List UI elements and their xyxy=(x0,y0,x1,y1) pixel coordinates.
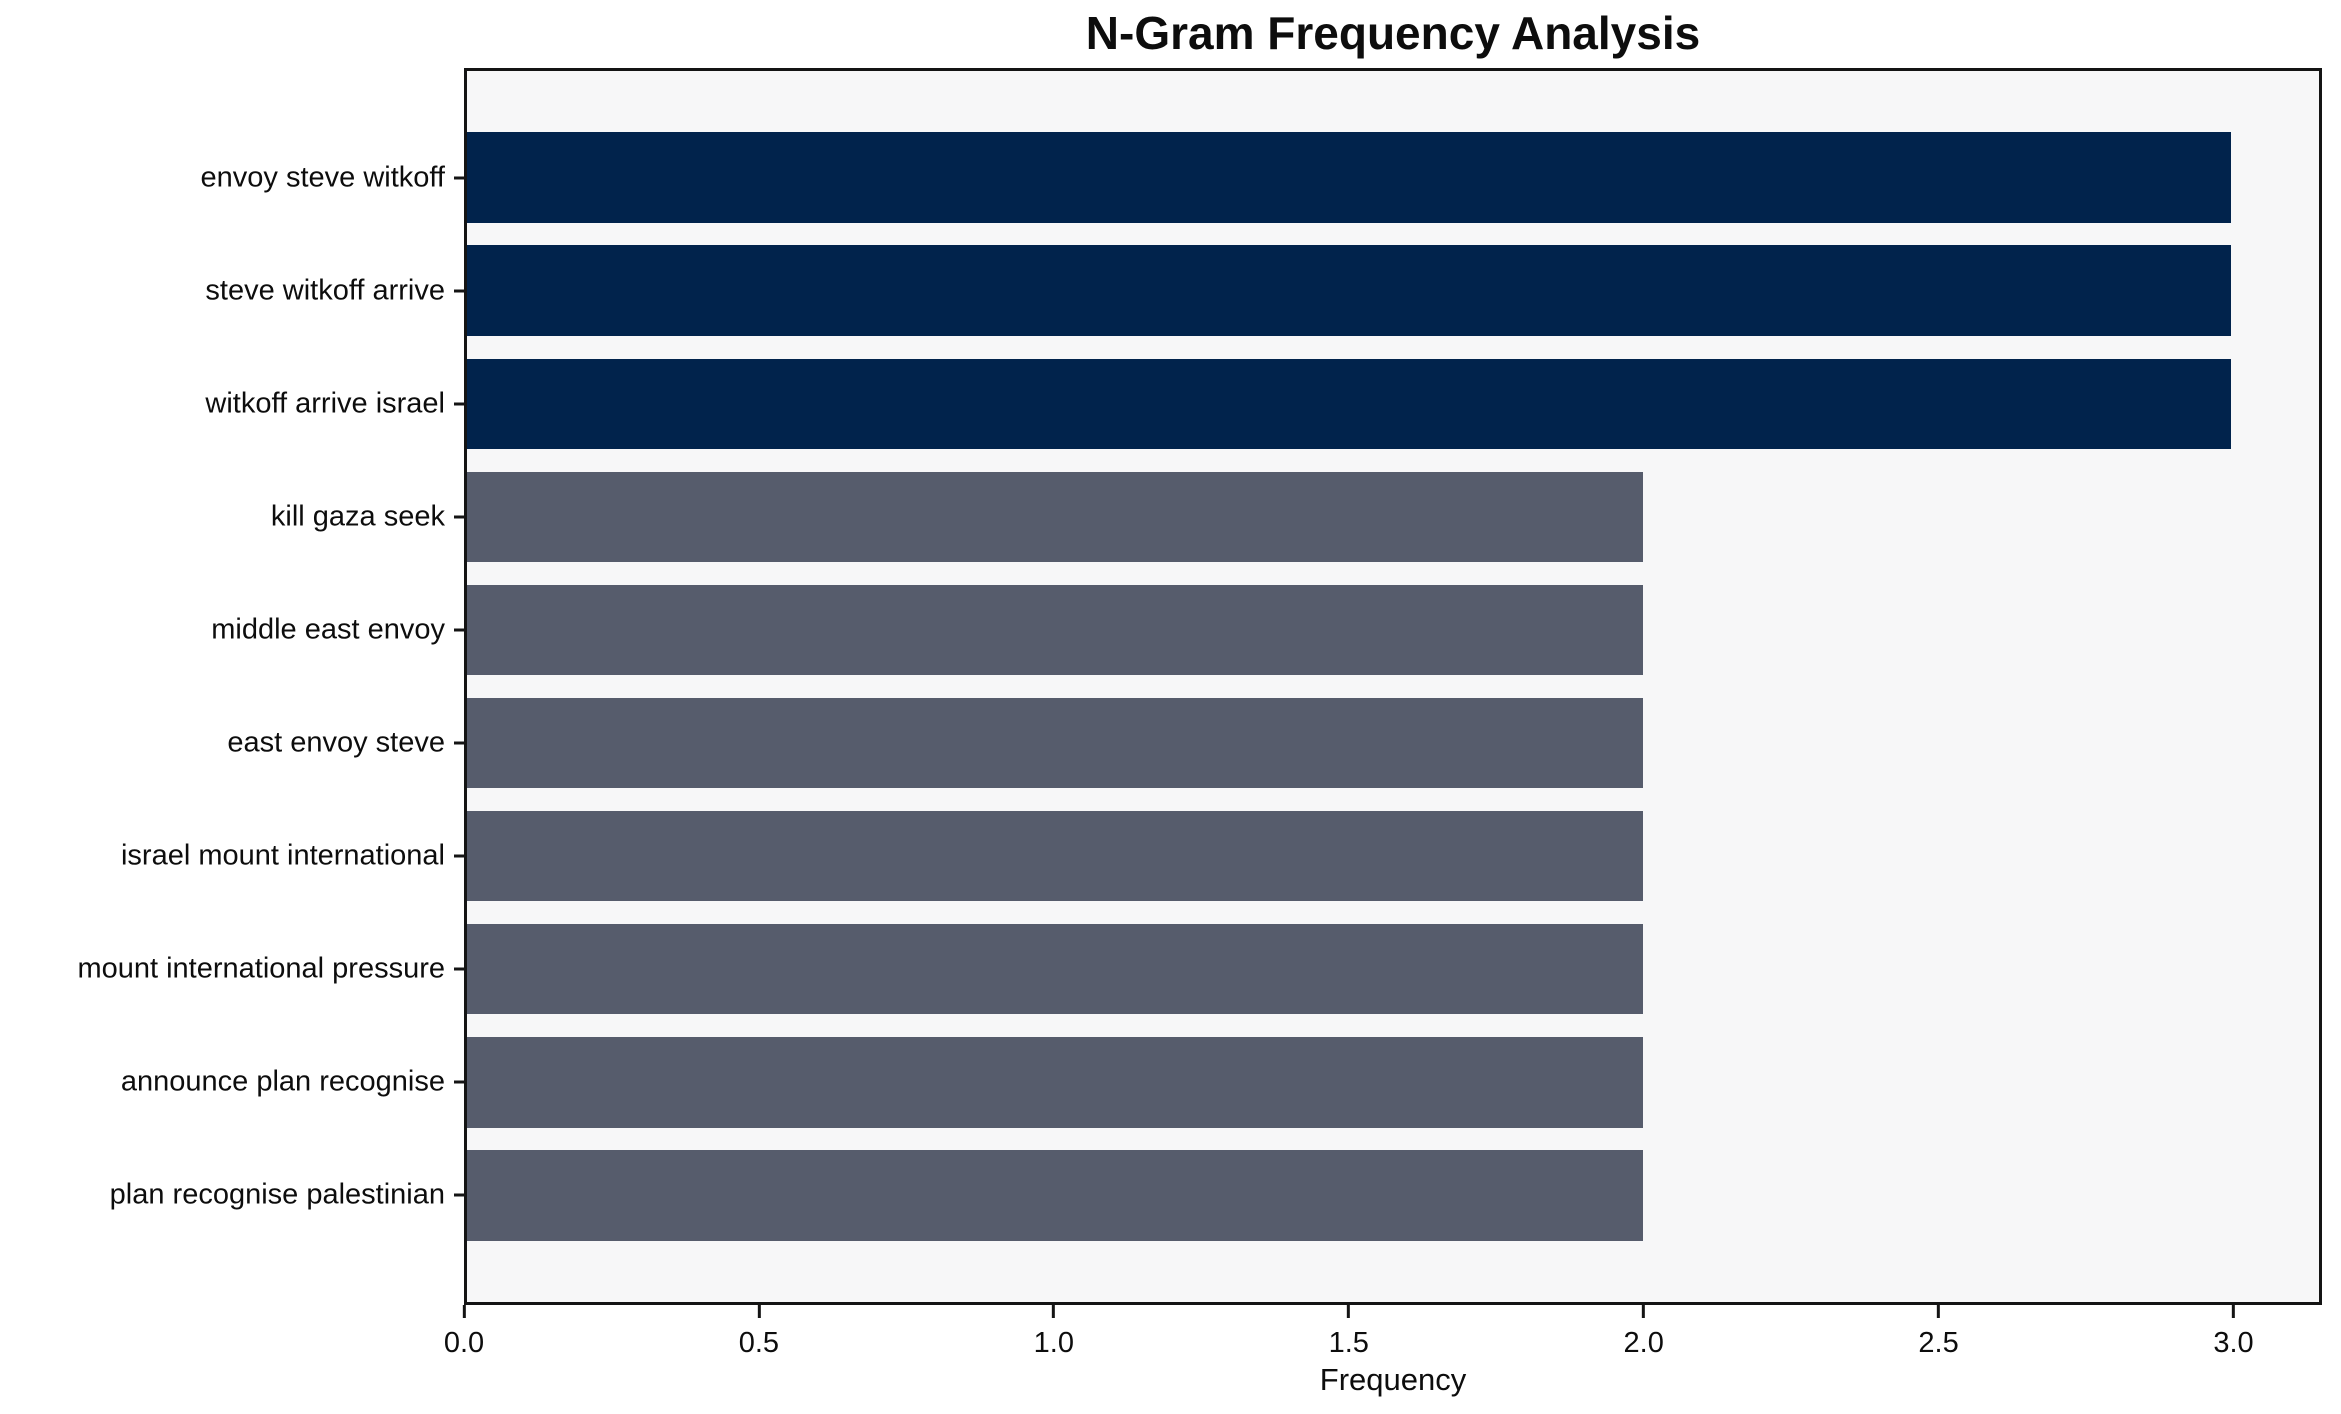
y-tick-mark xyxy=(454,176,467,180)
x-tick-label: 3.0 xyxy=(2213,1327,2254,1359)
bar xyxy=(467,245,2231,336)
y-tick-mark xyxy=(454,854,467,858)
bar-row: mount international pressure xyxy=(77,913,2319,1026)
x-tick: 1.5 xyxy=(1329,1305,1369,1360)
y-tick-label: announce plan recognise xyxy=(120,1065,445,1098)
x-tick-label: 1.0 xyxy=(1033,1327,1074,1359)
bars-container: envoy steve witkoff steve witkoff arrive w… xyxy=(77,121,2319,1252)
y-tick-label: israel mount international xyxy=(120,839,445,872)
bar xyxy=(467,584,1643,676)
chart-title: N-Gram Frequency Analysis xyxy=(1085,7,1701,59)
x-tick: 0.5 xyxy=(739,1305,779,1360)
bar-row: envoy steve witkoff xyxy=(201,121,2319,234)
x-tick-label: 0.0 xyxy=(443,1327,485,1359)
x-tick-mark xyxy=(1347,1305,1351,1318)
y-tick-label: mount international pressure xyxy=(77,952,445,985)
x-tick-mark xyxy=(2232,1305,2236,1318)
bar-row: plan recognise palestinian xyxy=(110,1139,2319,1252)
bar-row: announce plan recognise xyxy=(121,1026,2319,1139)
bar xyxy=(467,358,2231,449)
x-tick: 3.0 xyxy=(2213,1305,2254,1360)
y-tick-label: envoy steve witkoff xyxy=(200,161,445,194)
x-tick: 0.0 xyxy=(444,1305,484,1360)
x-tick-label: 0.5 xyxy=(738,1327,780,1359)
bar xyxy=(467,471,1643,563)
x-tick-label: 1.5 xyxy=(1328,1327,1369,1359)
y-tick-mark xyxy=(454,967,467,971)
bar-row: witkoff arrive israel xyxy=(205,347,2319,460)
x-axis-ticks: 0.0 0.5 1.0 1.5 2.0 2.5 3.0 xyxy=(444,1305,2322,1365)
bar-row: steve witkoff arrive xyxy=(205,234,2319,347)
x-tick-label: 2.0 xyxy=(1623,1327,1664,1359)
y-tick-label: kill gaza seek xyxy=(270,500,445,533)
y-tick-label: steve witkoff arrive xyxy=(205,274,445,307)
y-tick-mark xyxy=(454,1193,467,1197)
plot-area: envoy steve witkoff steve witkoff arrive w… xyxy=(77,68,2322,1305)
bar-row: east envoy steve xyxy=(227,686,2319,799)
bar xyxy=(467,1150,1643,1241)
y-tick-mark xyxy=(454,741,467,745)
y-tick-mark xyxy=(454,289,467,293)
bar xyxy=(467,923,1643,1015)
y-tick-label: plan recognise palestinian xyxy=(109,1178,445,1211)
y-tick-label: witkoff arrive israel xyxy=(205,387,445,420)
bar xyxy=(467,1037,1643,1128)
x-tick: 2.5 xyxy=(1918,1305,1959,1360)
y-tick-mark xyxy=(454,402,467,406)
x-tick-mark xyxy=(757,1305,761,1318)
y-tick-mark xyxy=(454,515,467,519)
bar-row: israel mount international xyxy=(121,800,2319,913)
x-tick-mark xyxy=(462,1305,466,1318)
y-tick-mark xyxy=(454,1080,467,1084)
x-tick-mark xyxy=(1052,1305,1056,1318)
bar xyxy=(467,697,1643,789)
x-tick-mark xyxy=(1937,1305,1941,1318)
x-tick-mark xyxy=(1642,1305,1646,1318)
y-tick-mark xyxy=(454,628,467,632)
x-tick: 2.0 xyxy=(1624,1305,1664,1360)
bar-row: middle east envoy xyxy=(211,573,2319,686)
bar xyxy=(467,810,1643,902)
x-tick: 1.0 xyxy=(1034,1305,1074,1360)
bar xyxy=(467,132,2231,223)
y-tick-label: east envoy steve xyxy=(227,726,445,759)
y-tick-label: middle east envoy xyxy=(211,613,445,646)
bar-row: kill gaza seek xyxy=(271,460,2319,573)
x-tick-label: 2.5 xyxy=(1918,1327,1959,1359)
x-axis-label: Frequency xyxy=(1319,1362,1467,1397)
